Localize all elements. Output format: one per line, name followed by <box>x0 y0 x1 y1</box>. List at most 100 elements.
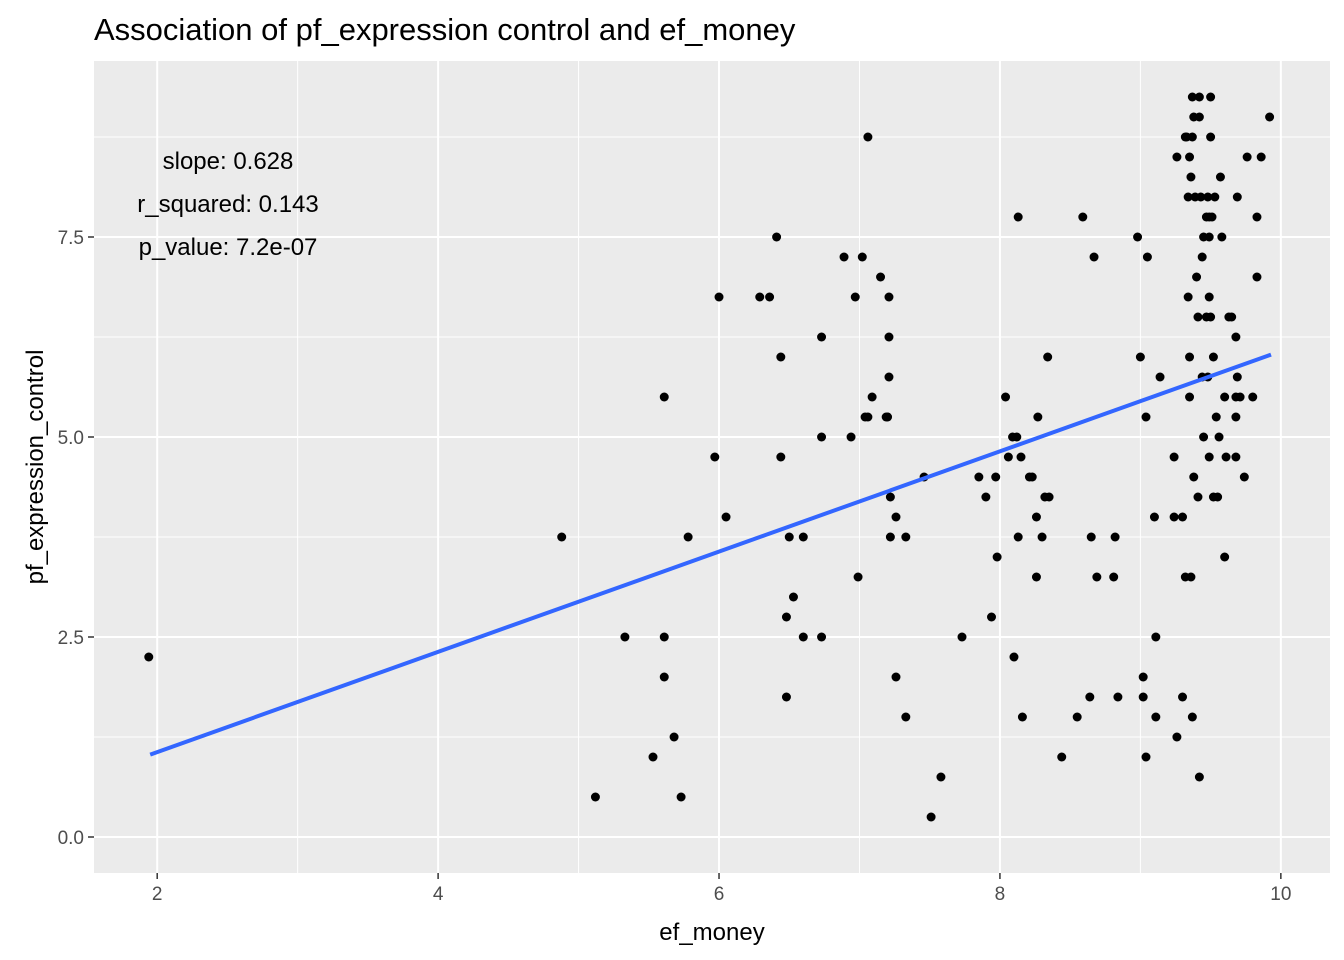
data-point <box>987 612 997 622</box>
data-point <box>901 532 911 542</box>
data-point <box>1185 392 1195 402</box>
data-point <box>867 392 877 402</box>
data-point <box>1186 172 1196 182</box>
data-point <box>1193 312 1203 322</box>
data-point <box>683 532 693 542</box>
x-tick-label: 10 <box>1270 884 1291 905</box>
data-point <box>1194 112 1204 122</box>
data-point <box>1206 312 1216 322</box>
data-point <box>1138 672 1148 682</box>
data-point <box>1155 372 1165 382</box>
data-point <box>1178 512 1188 522</box>
data-point <box>1192 272 1202 282</box>
data-point <box>846 432 856 442</box>
data-point <box>1086 532 1096 542</box>
data-point <box>1133 232 1143 242</box>
data-point <box>1210 192 1220 202</box>
data-point <box>936 772 946 782</box>
data-point <box>1227 312 1237 322</box>
data-point <box>144 652 154 662</box>
data-point <box>1187 92 1197 102</box>
data-point <box>1149 512 1159 522</box>
data-point <box>1256 152 1266 162</box>
data-point <box>1185 352 1195 362</box>
data-point <box>1043 352 1053 362</box>
data-point <box>891 512 901 522</box>
data-point <box>1252 212 1262 222</box>
data-point <box>765 292 775 302</box>
data-point <box>884 332 894 342</box>
data-point <box>1169 512 1179 522</box>
data-point <box>1172 152 1182 162</box>
data-point <box>884 372 894 382</box>
data-point <box>885 532 895 542</box>
data-point <box>1211 412 1221 422</box>
data-point <box>1178 692 1188 702</box>
data-point <box>1220 552 1230 562</box>
data-point <box>1085 692 1095 702</box>
plot-panel <box>94 61 1330 873</box>
data-point <box>1213 492 1223 502</box>
data-point <box>926 812 936 822</box>
y-tick-label: 5.0 <box>58 428 84 449</box>
data-point <box>1220 392 1230 402</box>
stats-annotation: p_value: 7.2e-07 <box>139 234 318 261</box>
y-tick-label: 2.5 <box>58 628 84 649</box>
data-points <box>144 92 1275 822</box>
data-point <box>714 292 724 302</box>
data-point <box>1031 572 1041 582</box>
data-point <box>659 672 669 682</box>
data-point <box>1189 472 1199 482</box>
data-point <box>1109 572 1119 582</box>
data-point <box>1199 432 1209 442</box>
data-point <box>839 252 849 262</box>
data-point <box>1033 412 1043 422</box>
data-point <box>1193 492 1203 502</box>
y-axis-ticks: 0.0 2.5 5.0 7.5 <box>58 228 94 849</box>
data-point <box>1013 532 1023 542</box>
data-point <box>1194 772 1204 782</box>
data-point <box>1204 232 1214 242</box>
y-tick-label: 7.5 <box>58 228 84 249</box>
data-point <box>992 552 1002 562</box>
data-point <box>863 132 873 142</box>
data-point <box>863 412 873 422</box>
data-point <box>1207 212 1217 222</box>
data-point <box>798 632 808 642</box>
data-point <box>721 512 731 522</box>
major-gridlines <box>94 61 1330 873</box>
data-point <box>1187 132 1197 142</box>
data-point <box>1215 172 1225 182</box>
data-point <box>620 632 630 642</box>
data-point <box>1231 452 1241 462</box>
data-point <box>1204 452 1214 462</box>
data-point <box>1031 512 1041 522</box>
data-point <box>1057 752 1067 762</box>
data-point <box>885 492 895 502</box>
data-point <box>1142 252 1152 262</box>
data-point <box>781 692 791 702</box>
data-point <box>1141 752 1151 762</box>
data-point <box>590 792 600 802</box>
minor-gridlines <box>94 61 1330 873</box>
data-point <box>991 472 1001 482</box>
data-point <box>776 352 786 362</box>
data-point <box>1078 212 1088 222</box>
data-point <box>648 752 658 762</box>
x-axis-title: ef_money <box>659 919 764 946</box>
data-point <box>1017 712 1027 722</box>
data-point <box>957 632 967 642</box>
data-point <box>781 612 791 622</box>
data-point <box>1172 732 1182 742</box>
stats-annotation: slope: 0.628 <box>163 148 294 175</box>
data-point <box>857 252 867 262</box>
data-point <box>817 332 827 342</box>
data-point <box>1001 392 1011 402</box>
data-point <box>901 712 911 722</box>
y-axis-title: pf_expression_control <box>22 350 49 585</box>
data-point <box>1206 132 1216 142</box>
data-point <box>1135 352 1145 362</box>
data-point <box>884 292 894 302</box>
chart-title: Association of pf_expression control and… <box>94 12 796 47</box>
data-point <box>755 292 765 302</box>
